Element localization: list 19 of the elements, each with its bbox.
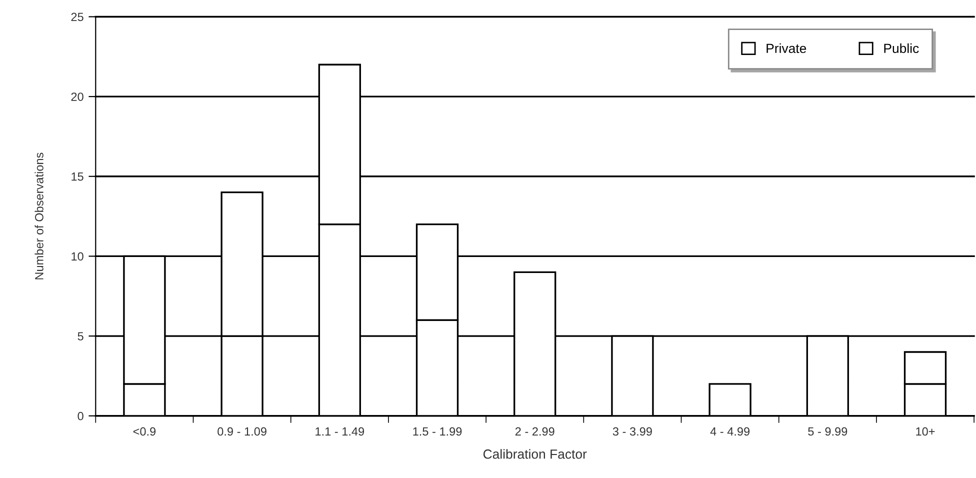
x-tick-label: <0.9 xyxy=(133,427,156,436)
y-tick-label: 25 xyxy=(71,12,84,22)
x-axis-title: Calibration Factor xyxy=(483,449,587,459)
x-tick-label: 4 - 4.99 xyxy=(710,427,750,436)
legend-label: Private xyxy=(766,43,806,54)
x-tick-label: 3 - 3.99 xyxy=(612,427,652,436)
x-tick-label: 0.9 - 1.09 xyxy=(218,427,266,436)
y-axis-title: Number of Observations xyxy=(34,152,44,280)
y-tick-label: 10 xyxy=(72,252,84,261)
x-tick-label: 1.1 - 1.49 xyxy=(316,427,364,436)
x-tick-label: 2 - 2.99 xyxy=(515,427,554,436)
y-tick-label: 0 xyxy=(78,412,84,420)
x-tick-label: 10+ xyxy=(916,427,935,436)
y-tick-label: 5 xyxy=(78,332,84,340)
y-tick-label: 15 xyxy=(72,172,84,181)
x-tick-label: 1.5 - 1.99 xyxy=(413,427,462,436)
x-tick-label: 5 - 9.99 xyxy=(808,427,848,436)
legend-label: Public xyxy=(884,43,919,54)
y-tick-label: 20 xyxy=(71,92,84,101)
